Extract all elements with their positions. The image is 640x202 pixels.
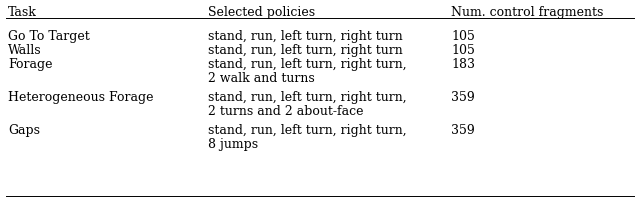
Text: Num. control fragments: Num. control fragments: [451, 6, 604, 19]
Text: 105: 105: [451, 30, 475, 43]
Text: 8 jumps: 8 jumps: [208, 137, 258, 150]
Text: 105: 105: [451, 44, 475, 57]
Text: Go To Target: Go To Target: [8, 30, 90, 43]
Text: Heterogeneous Forage: Heterogeneous Forage: [8, 90, 154, 103]
Text: Selected policies: Selected policies: [208, 6, 315, 19]
Text: 359: 359: [451, 123, 475, 136]
Text: 2 walk and turns: 2 walk and turns: [208, 72, 315, 85]
Text: stand, run, left turn, right turn,: stand, run, left turn, right turn,: [208, 90, 406, 103]
Text: Walls: Walls: [8, 44, 42, 57]
Text: stand, run, left turn, right turn: stand, run, left turn, right turn: [208, 30, 403, 43]
Text: Gaps: Gaps: [8, 123, 40, 136]
Text: Task: Task: [8, 6, 37, 19]
Text: 2 turns and 2 about-face: 2 turns and 2 about-face: [208, 104, 364, 117]
Text: 183: 183: [451, 58, 475, 71]
Text: stand, run, left turn, right turn,: stand, run, left turn, right turn,: [208, 123, 406, 136]
Text: 359: 359: [451, 90, 475, 103]
Text: stand, run, left turn, right turn: stand, run, left turn, right turn: [208, 44, 403, 57]
Text: stand, run, left turn, right turn,: stand, run, left turn, right turn,: [208, 58, 406, 71]
Text: Forage: Forage: [8, 58, 53, 71]
